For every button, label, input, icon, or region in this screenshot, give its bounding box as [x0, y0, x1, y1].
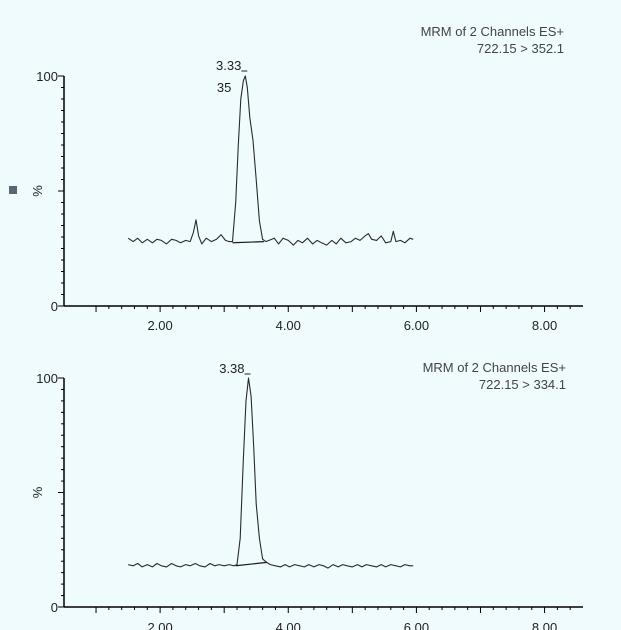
x-tick-label: 8.00: [532, 318, 557, 333]
x-tick-label: 4.00: [276, 620, 301, 630]
x-tick-label: 6.00: [404, 318, 429, 333]
y-axis-label: %: [30, 185, 45, 197]
series-line: [127, 377, 414, 569]
y-tick-label: 0: [51, 600, 58, 615]
channel-header-line: MRM of 2 Channels ES+: [423, 360, 566, 375]
x-tick-label: 2.00: [147, 318, 172, 333]
peak-rt-label: 3.38: [219, 361, 244, 376]
selection-marker-icon: [9, 186, 17, 194]
channel-header-line: 722.15 > 352.1: [477, 41, 564, 56]
x-tick-label: 6.00: [404, 620, 429, 630]
integration-baseline: [232, 241, 264, 244]
y-tick-label: 100: [36, 69, 58, 84]
y-tick-label: 100: [36, 371, 58, 386]
y-axis-label: %: [30, 486, 45, 498]
x-tick-label: 4.00: [276, 318, 301, 333]
x-tick-label: 8.00: [532, 620, 557, 630]
peak-rt-label: 3.33: [216, 58, 241, 73]
integration-baseline: [235, 561, 268, 567]
peak-area-label: 35: [217, 80, 231, 95]
channel-header-line: 722.15 > 334.1: [479, 377, 566, 392]
channel-header-line: MRM of 2 Channels ES+: [421, 24, 564, 39]
series-line: [127, 75, 414, 246]
x-tick-label: 2.00: [147, 620, 172, 630]
y-tick-label: 0: [51, 299, 58, 314]
